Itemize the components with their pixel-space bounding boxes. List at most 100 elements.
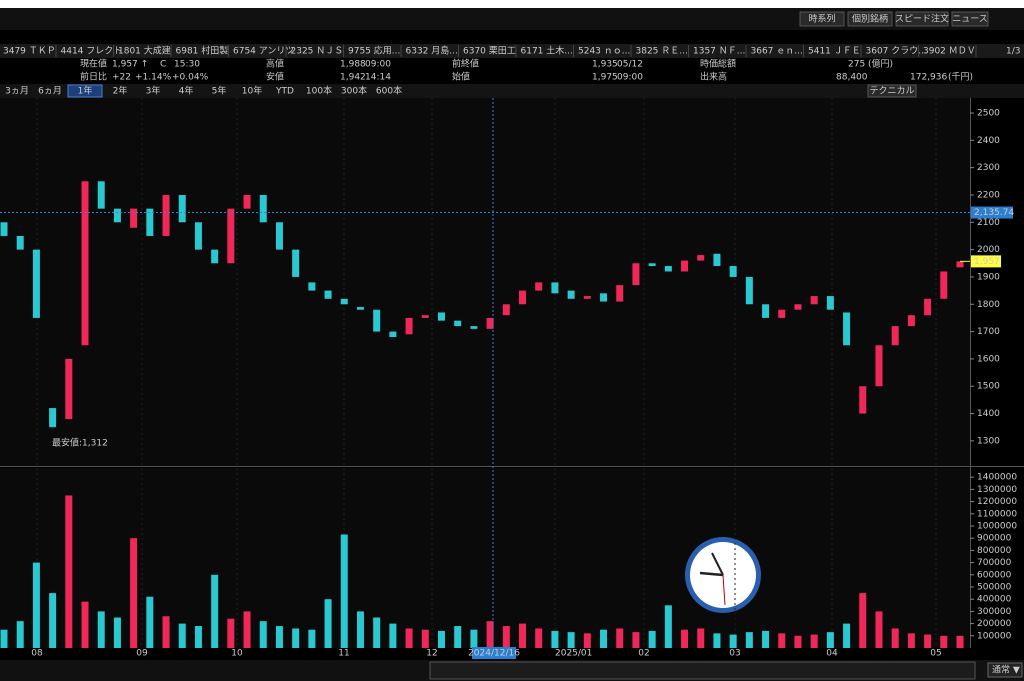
- period-button[interactable]: 1年: [78, 85, 93, 97]
- tab[interactable]: 1801 大成建: [118, 45, 171, 57]
- period-button[interactable]: 4年: [179, 85, 194, 97]
- volume-bar: [826, 632, 834, 648]
- volume-bar: [891, 628, 899, 648]
- y-tick-label: 1400: [977, 409, 1000, 419]
- tab[interactable]: 3607 クラウ...: [866, 46, 927, 57]
- tab[interactable]: 1357 ＮＦ...: [693, 47, 745, 57]
- quote-vol: 88,400: [836, 73, 868, 83]
- y-tick-label: 1400000: [977, 473, 1017, 483]
- candle: [340, 298, 348, 305]
- technical-button[interactable]: [867, 84, 917, 98]
- tab[interactable]: 9755 応用...: [348, 45, 400, 57]
- quote-prev: 1,935: [592, 60, 618, 70]
- period-button[interactable]: 300本: [341, 85, 367, 97]
- last-price-label: 1,957: [974, 257, 1000, 267]
- top-strip: [0, 0, 1024, 8]
- toolbar: [0, 8, 1024, 30]
- candle: [681, 260, 689, 272]
- tab[interactable]: 2325 ＮＪＳ: [291, 47, 344, 57]
- period-button[interactable]: 3ヵ月: [5, 86, 29, 97]
- quote-current: 1,957 ↑: [112, 60, 148, 70]
- tab[interactable]: 6332 月島...: [406, 45, 458, 57]
- toolbar-button-label[interactable]: 時系列: [808, 13, 835, 25]
- toolbar-button-label[interactable]: ニュース: [952, 15, 988, 25]
- toolbar-button[interactable]: [847, 11, 893, 27]
- tab[interactable]: 5411 ＪＦＥ: [808, 47, 861, 57]
- tab[interactable]: 3902 ＭＤＶ: [923, 47, 976, 57]
- candle: [616, 285, 624, 302]
- candle: [843, 312, 851, 346]
- candle: [470, 326, 478, 329]
- y-tick-label: 600000: [977, 570, 1012, 580]
- toolbar-button[interactable]: [799, 11, 845, 27]
- candle: [713, 253, 721, 267]
- period-button[interactable]: 2年: [113, 85, 128, 97]
- volume-bar: [567, 632, 575, 648]
- y-tick-label: 1500: [977, 382, 1000, 392]
- tab-bar: [0, 44, 1024, 58]
- volume-bar: [762, 630, 770, 648]
- last-price-bg: [971, 255, 1001, 268]
- period-button[interactable]: 100本: [306, 85, 332, 97]
- period-button[interactable]: 6ヵ月: [38, 86, 62, 97]
- x-tick-label: 04: [826, 649, 838, 659]
- quote-high-label: 高値: [266, 58, 284, 70]
- candle: [81, 181, 89, 346]
- volume-bar: [713, 633, 721, 648]
- tab[interactable]: 6171 土木...: [521, 45, 573, 57]
- candle: [567, 290, 575, 299]
- tab[interactable]: 6370 栗田工: [463, 46, 516, 57]
- volume-bar: [130, 538, 138, 648]
- candle: [421, 315, 429, 318]
- period-button[interactable]: YTD: [275, 87, 294, 97]
- volume-bar: [275, 626, 283, 648]
- mode-select[interactable]: [987, 662, 1023, 678]
- candle: [907, 315, 915, 327]
- volume-pane: [0, 468, 970, 648]
- tab[interactable]: 3667 ｅｎ...: [751, 47, 803, 57]
- period-selected[interactable]: [67, 84, 103, 98]
- candle: [275, 222, 283, 250]
- y-tick-label: 200000: [977, 619, 1012, 629]
- volume-bar: [97, 611, 105, 648]
- tab[interactable]: 6754 アンリツ: [233, 47, 294, 57]
- volume-bar: [178, 623, 186, 648]
- mode-select-label[interactable]: 通常 ▼: [992, 664, 1020, 676]
- volume-bar: [940, 635, 948, 648]
- tab[interactable]: 4414 フレクト: [61, 46, 123, 57]
- volume-bar: [600, 629, 608, 648]
- toolbar-button[interactable]: [895, 11, 949, 27]
- period-button[interactable]: 5年: [212, 85, 227, 97]
- crosshair-date-bg: [472, 647, 516, 659]
- quote-time: 15:30: [174, 60, 200, 70]
- y-tick-label: 1300000: [977, 485, 1017, 495]
- candle: [551, 282, 559, 294]
- volume-bar: [729, 634, 737, 648]
- tab[interactable]: 3479 ＴＫＰ: [3, 47, 56, 57]
- tab[interactable]: 3825 ＲＥ...: [636, 47, 688, 57]
- quote-prev-date: 05/12: [617, 60, 643, 70]
- volume-bar: [519, 623, 527, 648]
- volume-bar: [0, 629, 8, 648]
- period-button[interactable]: 600本: [376, 85, 402, 97]
- candle: [600, 293, 608, 302]
- y-tick-label: 300000: [977, 607, 1012, 617]
- candle: [437, 312, 445, 321]
- technical-label[interactable]: テクニカル: [869, 86, 914, 97]
- toolbar-button[interactable]: [951, 11, 989, 27]
- x-tick-label: 02: [638, 649, 649, 659]
- candle: [0, 222, 8, 236]
- toolbar-button-label[interactable]: 個別銘柄: [852, 13, 888, 25]
- period-button[interactable]: 3年: [146, 85, 161, 97]
- toolbar-button-label[interactable]: スピード注文: [895, 13, 949, 25]
- x-tick-label: 05: [930, 649, 941, 659]
- period-button[interactable]: 10年: [242, 85, 262, 97]
- y-tick-label: 2100: [977, 218, 1000, 228]
- x-tick-label: 09: [136, 649, 148, 659]
- navigator-window[interactable]: [429, 661, 976, 680]
- tab[interactable]: 6981 村田製: [176, 45, 229, 57]
- candle: [259, 194, 267, 223]
- y-tick-label: 1700: [977, 327, 1000, 337]
- tab[interactable]: 5243 ｎｏ...: [578, 47, 630, 57]
- candle: [648, 263, 656, 267]
